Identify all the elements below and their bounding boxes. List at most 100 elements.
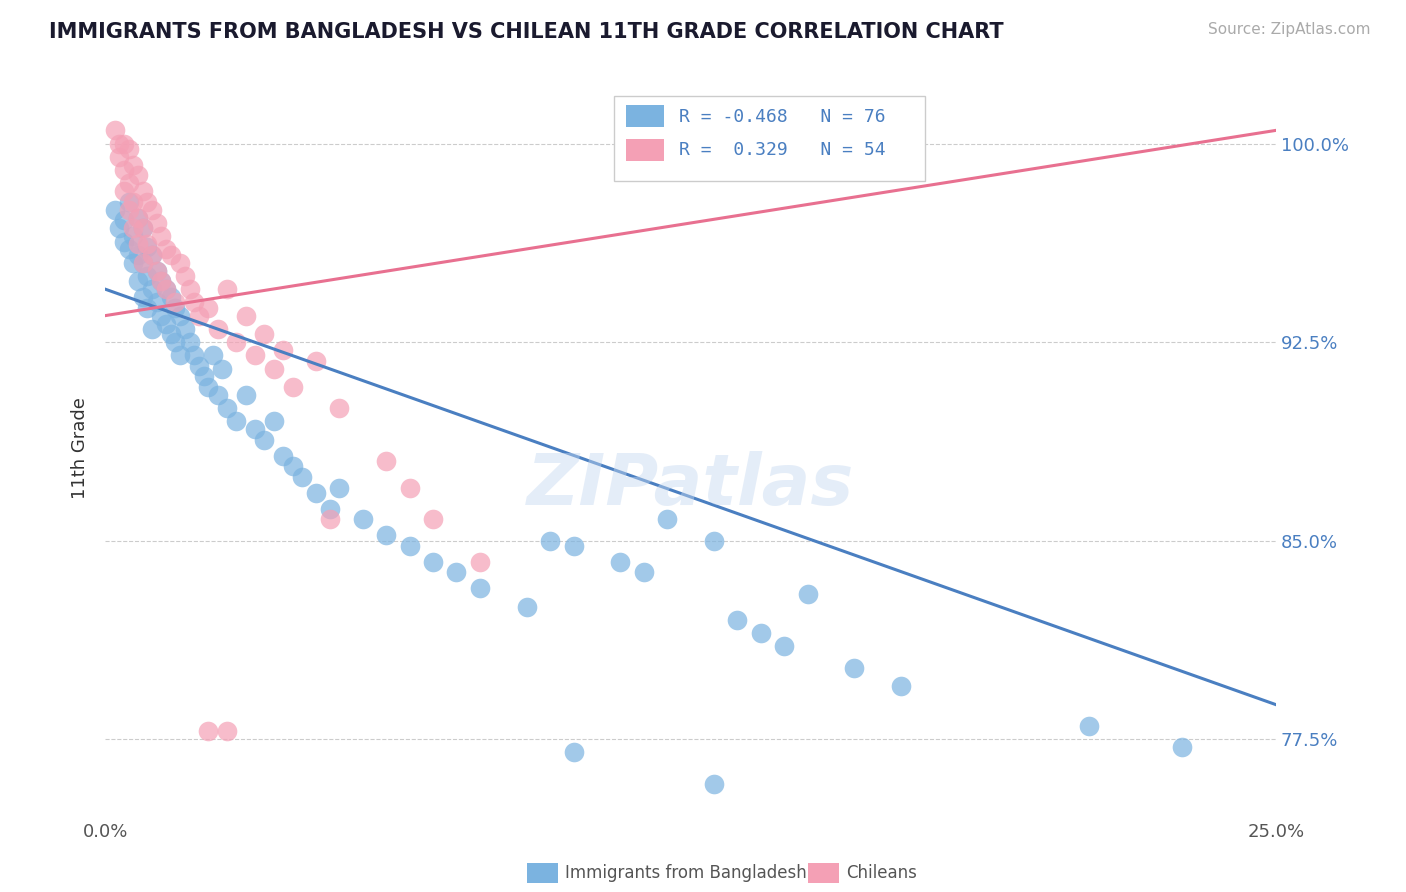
Point bbox=[253, 433, 276, 447]
Point bbox=[141, 322, 163, 336]
Point bbox=[516, 599, 538, 614]
Point bbox=[127, 169, 149, 183]
Point bbox=[141, 248, 163, 262]
Point bbox=[127, 211, 149, 225]
Point bbox=[136, 240, 159, 254]
Point bbox=[319, 512, 342, 526]
Point bbox=[193, 369, 215, 384]
Point bbox=[103, 202, 125, 217]
Point bbox=[291, 470, 314, 484]
Point bbox=[538, 533, 561, 548]
Point bbox=[169, 309, 191, 323]
Point bbox=[145, 263, 167, 277]
FancyBboxPatch shape bbox=[614, 96, 925, 181]
Point bbox=[422, 512, 444, 526]
Point bbox=[235, 388, 257, 402]
Point bbox=[179, 335, 201, 350]
Point bbox=[122, 256, 145, 270]
Point bbox=[207, 388, 229, 402]
Y-axis label: 11th Grade: 11th Grade bbox=[72, 397, 89, 499]
Point bbox=[159, 327, 181, 342]
Point bbox=[446, 566, 468, 580]
Point bbox=[165, 301, 187, 315]
Point bbox=[165, 335, 187, 350]
Point bbox=[127, 211, 149, 225]
Point bbox=[657, 512, 679, 526]
Point bbox=[112, 184, 135, 198]
Point bbox=[122, 229, 145, 244]
Point bbox=[201, 348, 224, 362]
Point bbox=[117, 202, 139, 217]
Point bbox=[127, 237, 149, 252]
Point bbox=[1077, 719, 1099, 733]
Point bbox=[165, 295, 187, 310]
Point bbox=[243, 348, 266, 362]
Point bbox=[145, 263, 167, 277]
Point bbox=[117, 243, 139, 257]
Point bbox=[215, 401, 238, 416]
Text: IMMIGRANTS FROM BANGLADESH VS CHILEAN 11TH GRADE CORRELATION CHART: IMMIGRANTS FROM BANGLADESH VS CHILEAN 11… bbox=[49, 22, 1004, 42]
Point bbox=[773, 640, 796, 654]
Point bbox=[328, 401, 350, 416]
Point bbox=[468, 555, 491, 569]
Point bbox=[1171, 739, 1194, 754]
Point bbox=[117, 176, 139, 190]
Point bbox=[112, 136, 135, 151]
Point bbox=[183, 348, 205, 362]
Point bbox=[263, 361, 285, 376]
Point bbox=[159, 248, 181, 262]
Point bbox=[703, 777, 725, 791]
Point bbox=[131, 221, 153, 235]
Point bbox=[136, 237, 159, 252]
Point bbox=[352, 512, 374, 526]
Point bbox=[225, 415, 247, 429]
Point bbox=[103, 123, 125, 137]
Point bbox=[890, 679, 912, 693]
Point bbox=[183, 295, 205, 310]
Text: Chileans: Chileans bbox=[846, 864, 917, 882]
Point bbox=[141, 248, 163, 262]
Point bbox=[122, 194, 145, 209]
Point bbox=[796, 586, 818, 600]
Point bbox=[207, 322, 229, 336]
Point bbox=[131, 290, 153, 304]
Point bbox=[225, 335, 247, 350]
Point bbox=[271, 449, 294, 463]
Point bbox=[281, 380, 304, 394]
Point bbox=[173, 268, 195, 283]
Point bbox=[112, 213, 135, 227]
Point bbox=[122, 221, 145, 235]
Point bbox=[375, 528, 398, 542]
Point bbox=[169, 348, 191, 362]
Point bbox=[141, 202, 163, 217]
Point bbox=[197, 724, 219, 739]
Point bbox=[187, 309, 209, 323]
Point bbox=[169, 256, 191, 270]
Point bbox=[263, 415, 285, 429]
Point bbox=[749, 626, 772, 640]
Point bbox=[150, 229, 173, 244]
Point bbox=[155, 243, 177, 257]
Point bbox=[197, 380, 219, 394]
Point bbox=[703, 533, 725, 548]
Text: Source: ZipAtlas.com: Source: ZipAtlas.com bbox=[1208, 22, 1371, 37]
Point bbox=[145, 295, 167, 310]
Point bbox=[155, 282, 177, 296]
Point bbox=[131, 256, 153, 270]
Point bbox=[112, 235, 135, 249]
Point bbox=[633, 566, 655, 580]
Point bbox=[145, 216, 167, 230]
Point bbox=[187, 359, 209, 373]
Point bbox=[215, 724, 238, 739]
Point bbox=[319, 501, 342, 516]
Point bbox=[136, 268, 159, 283]
Point bbox=[108, 136, 131, 151]
Point bbox=[159, 290, 181, 304]
Point bbox=[398, 481, 420, 495]
Point bbox=[108, 221, 131, 235]
Point bbox=[117, 142, 139, 156]
Point bbox=[725, 613, 748, 627]
FancyBboxPatch shape bbox=[626, 139, 664, 161]
Point bbox=[562, 539, 585, 553]
Text: ZIPatlas: ZIPatlas bbox=[527, 450, 855, 519]
